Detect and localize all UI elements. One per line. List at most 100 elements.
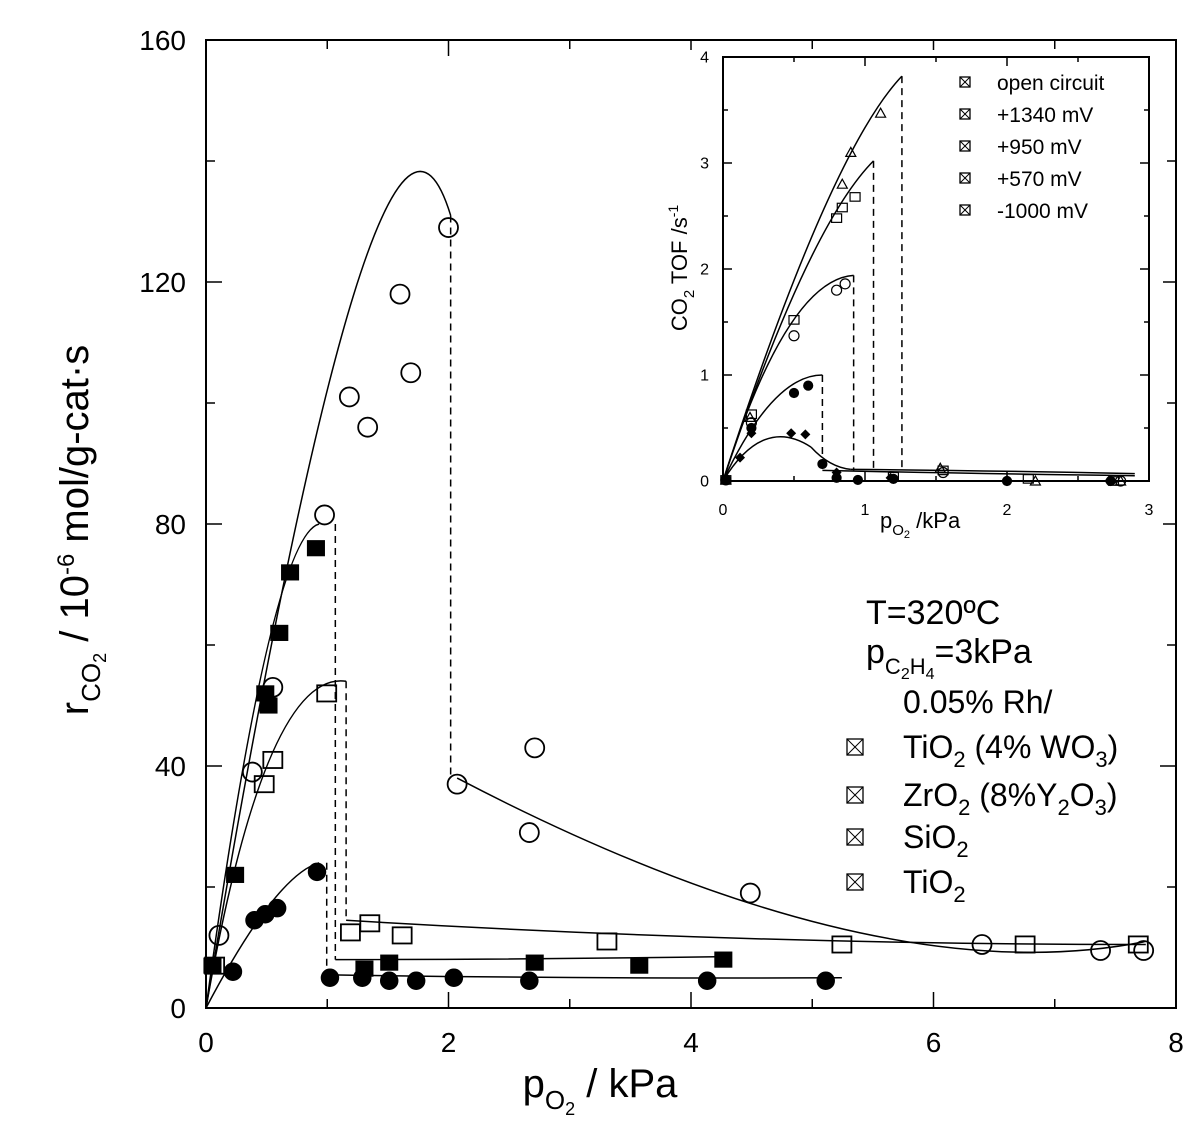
y-tick-label: 4	[700, 50, 709, 67]
fit-curve	[810, 446, 851, 471]
data-point	[1014, 935, 1036, 954]
inset-legend-item-2: +950 mV	[959, 136, 1082, 159]
x-tick-label: 2	[441, 1027, 457, 1058]
data-point	[241, 761, 263, 783]
inset-x-label-main: p	[880, 508, 892, 533]
data-point	[849, 192, 861, 202]
legend-subscript: 2	[958, 795, 970, 820]
legend-box	[959, 108, 971, 120]
legend-item-1: ZrO2 (8%Y2O3)	[846, 777, 1118, 820]
legend-text: O	[1070, 777, 1095, 813]
y-tick-label: 1	[700, 368, 709, 385]
data-point	[839, 278, 851, 290]
data-point	[874, 106, 887, 118]
y-tick-label: 160	[139, 25, 186, 56]
data-point	[831, 935, 853, 954]
inset-legend-label: +950 mV	[997, 136, 1082, 159]
legend-text: TiO	[903, 864, 953, 900]
y-tick-label: 0	[700, 474, 709, 491]
x-tick-label: 0	[719, 502, 728, 519]
data-point	[340, 923, 361, 942]
inset-y-label-sub: 2	[681, 290, 698, 298]
inset-legend: open circuit +1340 mV +950 mV +570 mV -1000 …	[959, 72, 1105, 223]
fit-curve	[346, 919, 1146, 946]
legend-label: ZrO2 (8%Y2O3)	[903, 777, 1118, 820]
data-point	[253, 775, 275, 794]
data-point	[630, 957, 649, 974]
data-point	[735, 452, 746, 463]
legend-label: SiO2	[903, 819, 969, 862]
inset-legend-item-4: -1000 mV	[959, 200, 1088, 223]
inset-legend-label: open circuit	[997, 72, 1105, 95]
inset-legend-label: +570 mV	[997, 168, 1082, 191]
legend-box-cross	[846, 738, 864, 756]
legend-subscript: 3	[1095, 795, 1107, 820]
legend-subscript: 2	[953, 747, 965, 772]
legend-marker	[959, 204, 971, 216]
data-point	[720, 474, 731, 485]
data-point	[1127, 935, 1149, 954]
data-point	[518, 822, 540, 843]
legend-label: TiO2	[903, 864, 966, 907]
fit-curve	[722, 75, 903, 482]
inset-y-label-exponent: -1	[665, 205, 681, 218]
fit-curve	[205, 170, 452, 1009]
data-point	[353, 968, 372, 987]
data-point	[836, 177, 849, 189]
fit-curve	[850, 468, 1135, 475]
legend-subscript: 3	[1095, 747, 1107, 772]
inset-legend-item-1: +1340 mV	[959, 104, 1093, 127]
data-point	[444, 968, 464, 987]
data-point	[438, 217, 459, 238]
legend-marker	[959, 172, 971, 184]
fit-curve	[205, 523, 320, 1009]
data-point	[389, 283, 411, 305]
legend-box	[846, 873, 864, 891]
data-point	[1104, 476, 1115, 486]
legend-box-cross	[959, 204, 971, 216]
fit-curve	[722, 274, 854, 482]
legend-text: (8%Y	[970, 777, 1057, 813]
inset-legend-label: +1340 mV	[997, 104, 1093, 127]
series-3-filled-circle	[720, 374, 1135, 487]
series-2-open-square	[204, 680, 1149, 1009]
legend-box-cross	[959, 108, 971, 120]
y-tick-label: 80	[155, 509, 186, 540]
data-point	[446, 773, 468, 795]
legend-text: (4% WO	[966, 729, 1096, 765]
pressure-sub: 2	[901, 666, 910, 683]
legend-subscript: 2	[956, 837, 968, 862]
temperature-annotation: T=320ºC	[866, 594, 1000, 632]
data-point	[406, 971, 426, 991]
data-point	[739, 882, 761, 904]
data-point	[971, 934, 993, 955]
inset-legend-item-3: +570 mV	[959, 168, 1082, 191]
data-point	[1002, 474, 1012, 485]
legend-label: TiO2 (4% WO3)	[903, 729, 1118, 772]
data-point	[307, 862, 327, 882]
x-tick-label: 1	[861, 502, 870, 519]
data-point	[852, 474, 864, 486]
legend-box-cross	[959, 172, 971, 184]
data-point	[520, 971, 539, 991]
legend-item-2: SiO2	[846, 819, 969, 862]
data-point	[800, 429, 811, 440]
legend-box	[959, 204, 971, 216]
pressure-annotation: pC2H4=3kPa	[866, 633, 1032, 683]
legend-text: )	[1108, 729, 1119, 765]
legend-text: )	[1107, 777, 1118, 813]
data-point	[338, 386, 360, 408]
y-label-exponent: -6	[53, 554, 80, 575]
data-point	[379, 971, 399, 991]
fit-curve	[205, 680, 347, 1009]
x-tick-label: 2	[1003, 502, 1012, 519]
fit-curve	[722, 374, 823, 482]
data-point	[743, 411, 756, 422]
pressure-main: p	[866, 633, 885, 671]
data-point	[400, 362, 422, 384]
data-point	[380, 954, 399, 971]
data-point	[803, 380, 814, 391]
